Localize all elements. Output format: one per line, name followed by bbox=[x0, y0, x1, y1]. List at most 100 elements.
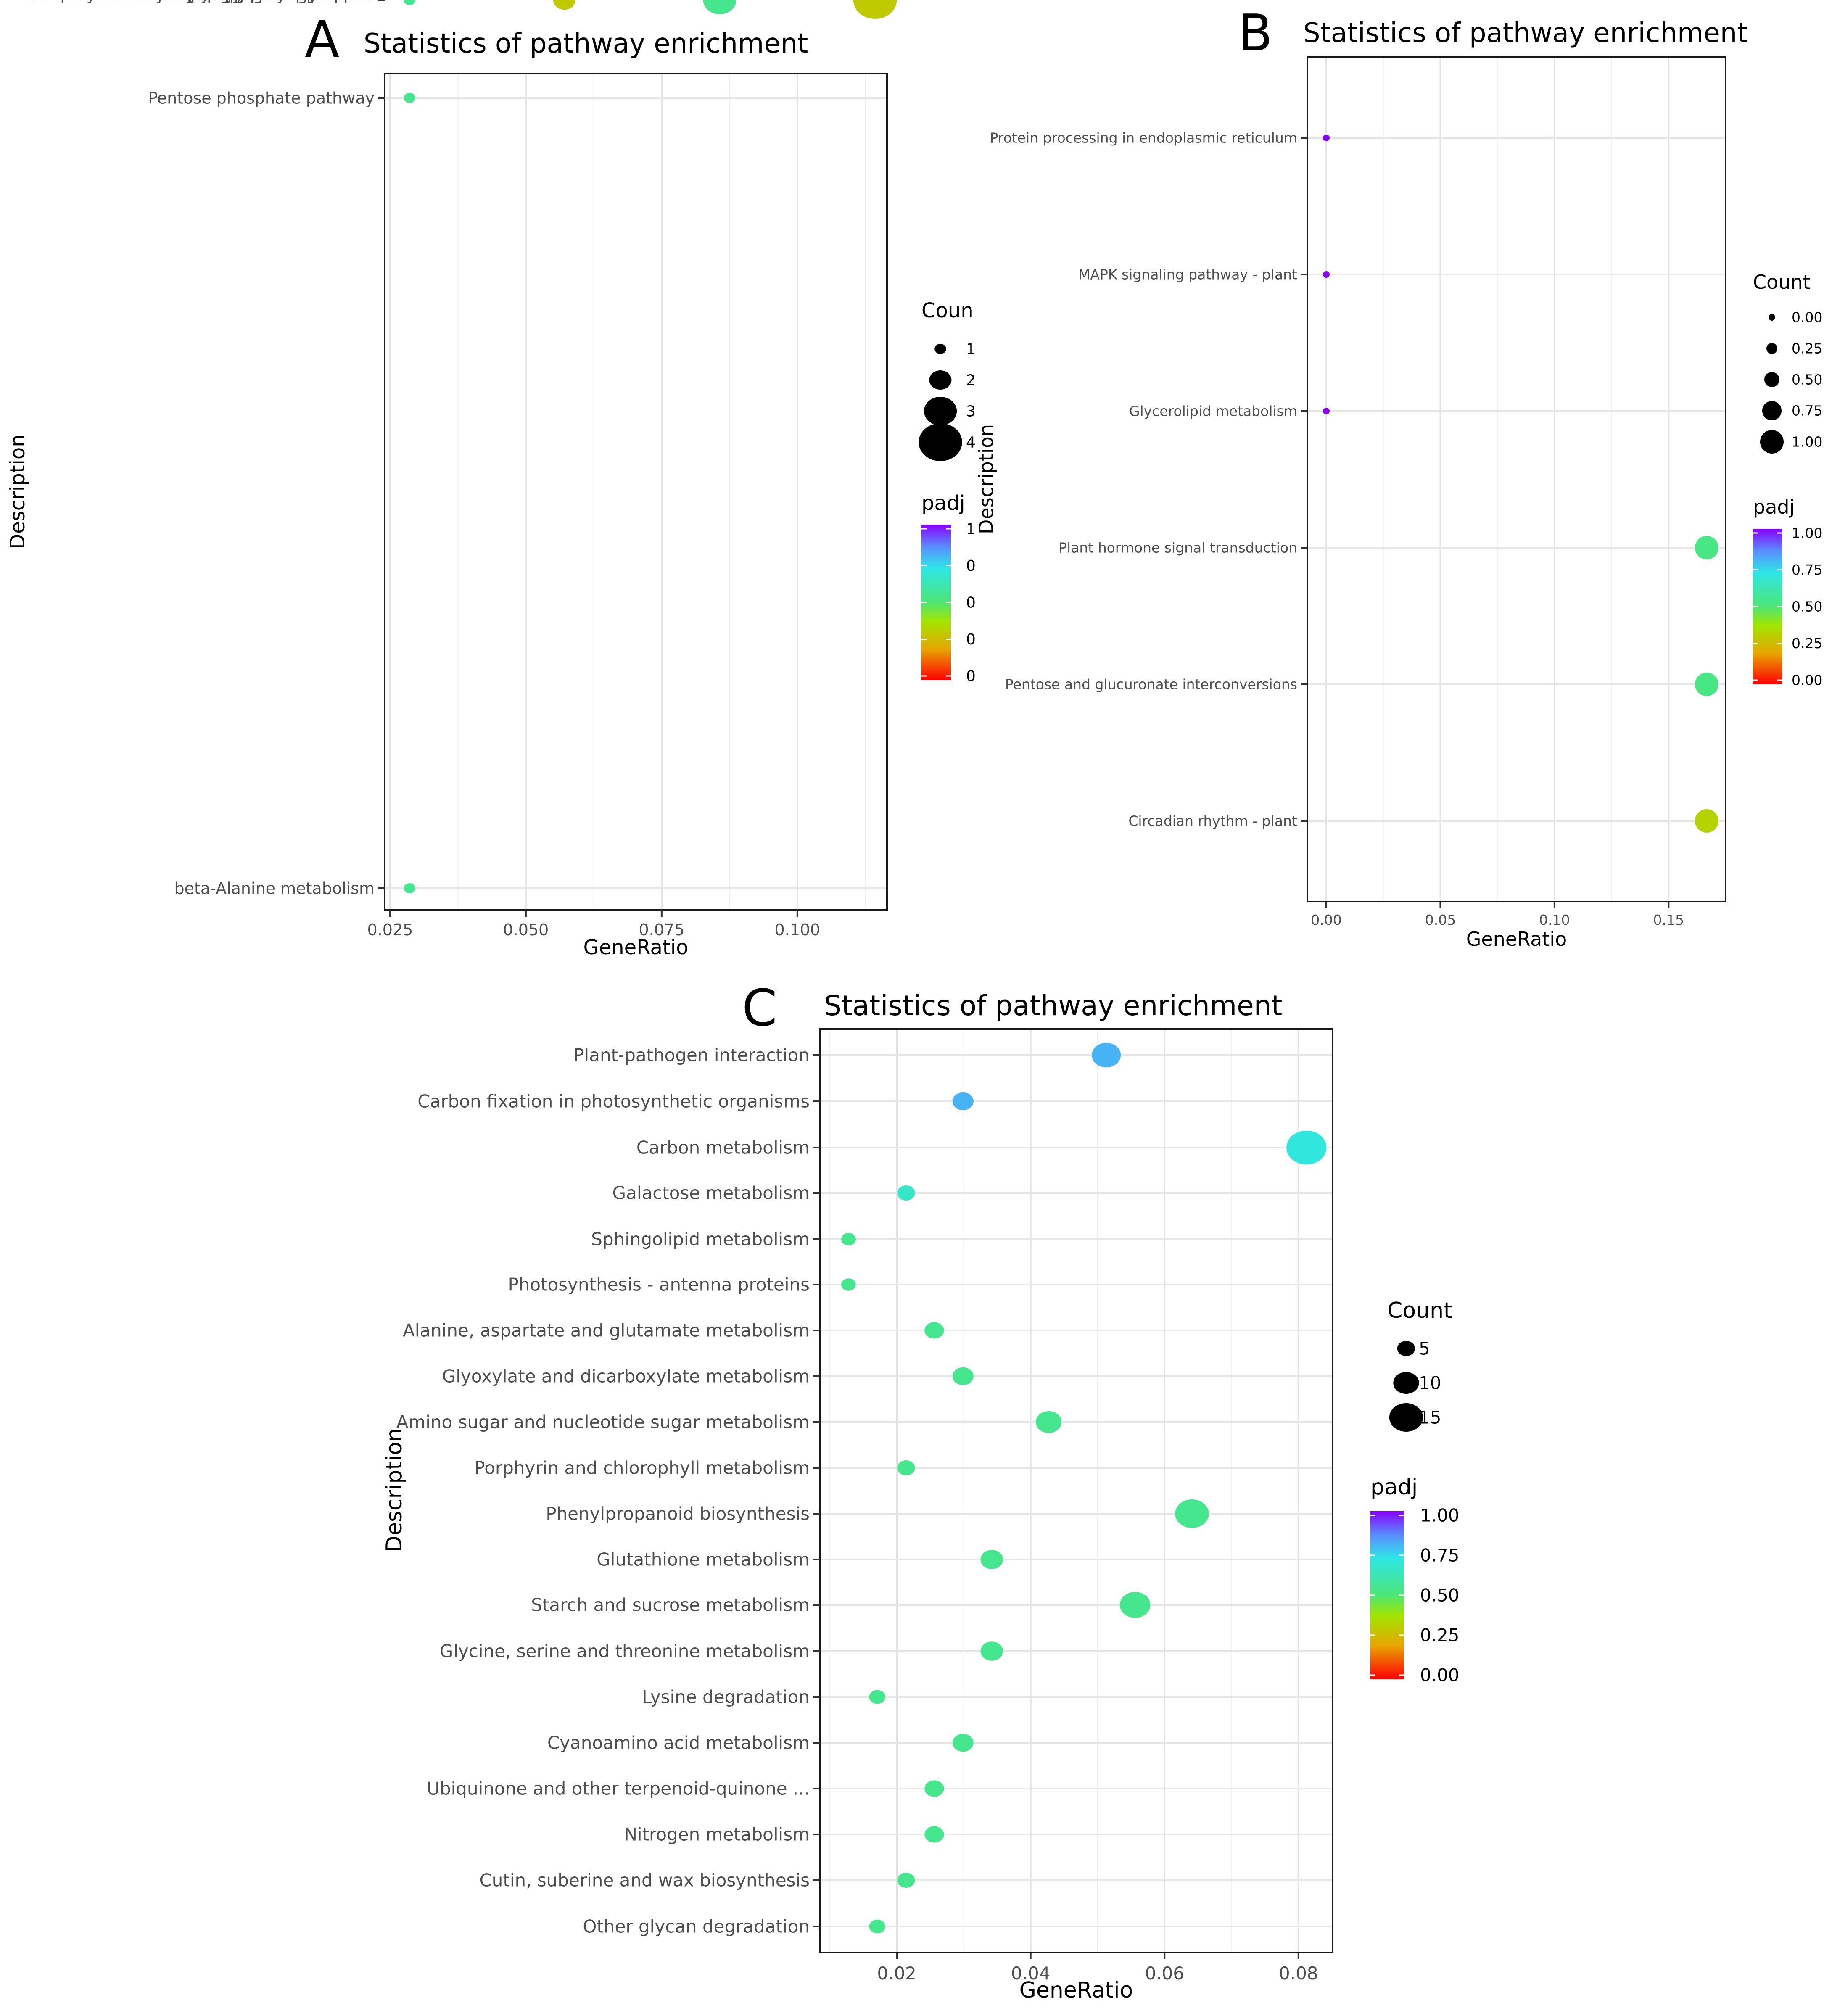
y-category-label: Glycine, serine and threonine metabolism bbox=[440, 1641, 810, 1662]
y-category-label: Pentose and glucuronate interconversions bbox=[1005, 676, 1297, 693]
data-point bbox=[1695, 536, 1718, 559]
y-category-label: Cysteine and methionine metabolism bbox=[75, 0, 375, 4]
y-category-label: Ubiquinone and other terpenoid-quinone .… bbox=[28, 0, 375, 4]
data-point bbox=[841, 1278, 856, 1291]
size-legend-label: 1 bbox=[966, 341, 976, 358]
x-tick-label: 0.15 bbox=[1653, 912, 1684, 928]
size-legend-label: 0.50 bbox=[1792, 372, 1822, 388]
size-legend-label: 3 bbox=[966, 403, 976, 420]
color-legend-label: 0.00 bbox=[1420, 1665, 1460, 1686]
x-tick-label: 0.10 bbox=[1539, 912, 1570, 928]
data-point bbox=[703, 0, 736, 14]
y-axis-title: Description bbox=[6, 434, 29, 549]
color-legend-label: 0.50 bbox=[1420, 1585, 1460, 1606]
y-category-label: Other glycan degradation bbox=[583, 1916, 810, 1937]
data-point bbox=[404, 883, 416, 893]
data-point bbox=[952, 1734, 974, 1752]
color-legend-title: padj bbox=[1370, 1475, 1418, 1500]
data-point bbox=[553, 0, 576, 10]
data-point bbox=[869, 1919, 886, 1934]
data-point bbox=[869, 1690, 886, 1704]
size-legend-label: 5 bbox=[1419, 1338, 1430, 1359]
y-category-label: Glutathione metabolism bbox=[597, 1549, 810, 1570]
y-category-label: Carotenoid biosynthesis bbox=[182, 0, 375, 4]
size-legend-dot bbox=[924, 397, 957, 425]
y-category-label: Mismatch repair bbox=[245, 0, 375, 4]
panel-letter: C bbox=[742, 979, 777, 1038]
size-legend-dot bbox=[1393, 1372, 1419, 1394]
x-axis-title: GeneRatio bbox=[583, 936, 689, 959]
y-category-label: Photosynthesis - antenna proteins bbox=[508, 1275, 810, 1295]
y-category-label: Plant-pathogen interaction bbox=[161, 0, 375, 4]
color-legend-label: 0 bbox=[966, 557, 976, 575]
data-point bbox=[1323, 271, 1330, 278]
plot-area bbox=[820, 1029, 1333, 1953]
y-category-label: Starch and sucrose metabolism bbox=[531, 1595, 810, 1615]
size-legend-dot bbox=[934, 344, 946, 354]
y-category-label: Glyoxylate and dicarboxylate metabolism bbox=[442, 1366, 810, 1387]
y-category-label: Pyrimidine metabolism bbox=[191, 0, 375, 4]
size-legend-title: Count bbox=[1387, 1298, 1452, 1323]
size-legend-label: 2 bbox=[966, 372, 976, 389]
color-legend-label: 0.25 bbox=[1792, 635, 1822, 652]
color-legend-label: 1.00 bbox=[1420, 1505, 1460, 1526]
data-point bbox=[924, 1826, 944, 1843]
color-legend-label: 0.50 bbox=[1792, 599, 1822, 615]
data-point bbox=[897, 1460, 915, 1475]
y-category-label: N-Glycan biosynthesis bbox=[197, 0, 375, 4]
x-tick-label: 0.08 bbox=[1279, 1963, 1318, 1984]
plot-frame bbox=[384, 73, 888, 911]
size-legend-dot bbox=[1762, 401, 1782, 420]
data-point bbox=[1695, 673, 1718, 696]
size-legend-label: 10 bbox=[1419, 1373, 1441, 1393]
data-point bbox=[1323, 408, 1330, 414]
panel-letter: A bbox=[305, 11, 339, 69]
chart-title: Statistics of pathway enrichment bbox=[824, 990, 1282, 1022]
plot-area bbox=[385, 74, 887, 910]
color-legend-title: padj bbox=[1753, 496, 1795, 518]
data-point bbox=[924, 1780, 944, 1797]
data-point bbox=[853, 0, 897, 19]
y-category-label: Galactose metabolism bbox=[612, 1183, 810, 1203]
x-tick-label: 0.050 bbox=[503, 921, 549, 939]
y-category-label: Alanine, aspartate and glutamate metabol… bbox=[403, 1320, 810, 1341]
color-legend-title: padj bbox=[921, 491, 965, 515]
x-tick-label: 0.06 bbox=[1145, 1963, 1184, 1984]
data-point bbox=[1695, 809, 1718, 833]
data-point bbox=[1175, 1499, 1209, 1528]
data-point bbox=[897, 1185, 915, 1201]
y-category-label: Sulfur metabolism bbox=[228, 0, 375, 4]
chart-title: Statistics of pathway enrichment bbox=[1303, 18, 1748, 49]
size-legend-title: Count bbox=[1753, 271, 1811, 293]
data-point bbox=[1323, 135, 1330, 141]
size-legend-dot bbox=[1397, 1341, 1415, 1356]
size-legend-label: 0.75 bbox=[1792, 403, 1822, 419]
data-point bbox=[841, 1233, 856, 1245]
size-legend-label: 0.00 bbox=[1792, 309, 1822, 326]
data-point bbox=[404, 93, 416, 103]
y-category-label: Pentose phosphate pathway bbox=[148, 89, 375, 107]
x-tick-label: 0.04 bbox=[1011, 1963, 1051, 1984]
y-category-label: Plant hormone signal transduction bbox=[100, 0, 375, 4]
y-axis-title: Description bbox=[382, 1428, 407, 1552]
x-tick-label: 0.025 bbox=[367, 921, 413, 939]
y-category-label: Photosynthesis - antenna proteins bbox=[102, 0, 375, 4]
size-legend-label: 4 bbox=[966, 434, 976, 451]
size-legend-dot bbox=[1764, 372, 1779, 387]
y-category-label: MAPK signaling pathway - plant bbox=[122, 0, 375, 4]
y-category-label: Lysine degradation bbox=[642, 1687, 810, 1707]
color-legend-label: 0.25 bbox=[1420, 1625, 1460, 1646]
y-category-label: Amino sugar and nucleotide sugar metabol… bbox=[396, 1412, 810, 1433]
panel-a: A Statistics of pathway enrichment 0.025 0.… bbox=[6, 0, 976, 959]
color-legend-label: 0.75 bbox=[1792, 562, 1822, 578]
y-category-label: MAPK signaling pathway - plant bbox=[1078, 267, 1297, 283]
y-axis-title: Description bbox=[975, 424, 998, 534]
data-point bbox=[1036, 1411, 1062, 1433]
y-category-label: Cyanoamino acid metabolism bbox=[547, 1733, 810, 1753]
y-category-label: Carbon metabolism bbox=[636, 1137, 810, 1158]
plot-area bbox=[1307, 57, 1726, 902]
data-point bbox=[952, 1367, 974, 1385]
y-category-label: Carbon fixation in photosynthetic organi… bbox=[417, 1091, 810, 1112]
color-legend-bar bbox=[1370, 1511, 1404, 1679]
